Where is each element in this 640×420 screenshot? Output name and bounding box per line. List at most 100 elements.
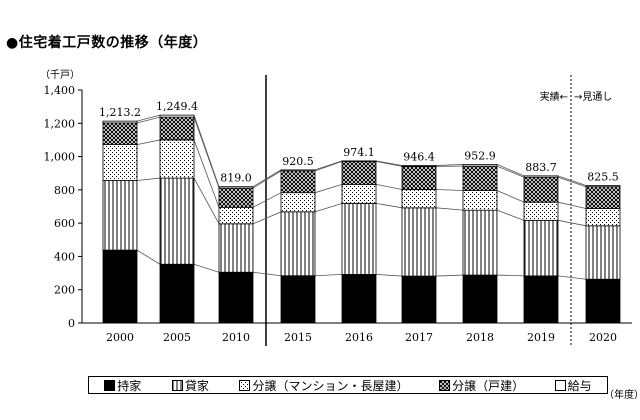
bar-segment-crosshatch <box>218 187 254 208</box>
bar-segment-solid <box>401 275 437 324</box>
connector-line <box>496 274 525 277</box>
bar-segment-dots <box>102 144 138 181</box>
bar-segment-vlines <box>585 225 621 280</box>
legend-label: 分譲（マンション・長屋建） <box>252 378 409 393</box>
legend-swatch <box>554 379 566 391</box>
connector-line <box>252 271 282 277</box>
legend-label: 分譲（戸建） <box>452 378 525 393</box>
bar-segment-white <box>523 175 559 178</box>
chart-title: ●住宅着工戸数の推移（年度） <box>6 35 208 51</box>
connector-line <box>375 183 403 190</box>
connector-line <box>193 114 220 187</box>
bar-segment-solid <box>523 275 559 324</box>
connector-line <box>375 202 403 209</box>
total-label: 920.5 <box>282 155 314 168</box>
connector-line <box>557 175 587 186</box>
bar-segment-dots <box>341 183 377 204</box>
connector-line <box>314 160 343 171</box>
y-tick-label: 600 <box>54 217 75 230</box>
connector-line <box>314 161 343 172</box>
bar-segment-solid <box>585 278 621 324</box>
y-tick-label: 800 <box>54 184 75 197</box>
bar-segment-vlines <box>401 207 437 277</box>
x-axis-unit: （年度） <box>604 390 640 401</box>
bar-segment-crosshatch <box>341 160 377 185</box>
legend-label: 貸家 <box>184 378 209 393</box>
total-label: 974.1 <box>343 146 375 159</box>
connector-line <box>314 183 343 194</box>
bar-segment-white <box>102 120 138 124</box>
legend-label: 持家 <box>117 378 142 393</box>
connector-line <box>557 201 587 209</box>
connector-line <box>435 274 464 277</box>
actual-annotation: 実績← <box>540 90 568 103</box>
connector-line <box>136 249 161 265</box>
total-label: 819.0 <box>220 172 252 185</box>
connector-line <box>375 161 403 167</box>
legend-item: 分譲（マンション・長屋建） <box>239 377 408 394</box>
bar-segment-white <box>401 165 437 167</box>
x-tick-label: 2016 <box>345 331 373 344</box>
connector-line <box>252 169 282 188</box>
connector-line <box>496 165 525 178</box>
total-label: 883.7 <box>525 161 557 174</box>
total-label: 1,249.4 <box>156 100 198 113</box>
bar-segment-crosshatch <box>462 165 498 191</box>
connector-line <box>496 164 525 177</box>
connector-line <box>435 207 464 211</box>
bar-segment-white <box>462 163 498 167</box>
bar-segment-solid <box>280 275 316 324</box>
bar-segment-dots <box>585 208 621 227</box>
bar-segment-dots <box>280 192 316 213</box>
bar-segment-crosshatch <box>102 122 138 145</box>
connector-line <box>496 209 525 221</box>
connector-line <box>375 274 403 277</box>
x-tick-label: 2017 <box>405 331 433 344</box>
total-label: 825.5 <box>587 171 619 184</box>
connector-line <box>435 189 464 191</box>
legend-item: 分譲（戸建） <box>439 377 524 394</box>
y-tick-label: 0 <box>68 317 75 330</box>
bar-segment-crosshatch <box>280 170 316 194</box>
bar-segment-solid <box>341 274 377 324</box>
legend-swatch <box>104 379 116 391</box>
connector-line <box>496 190 525 203</box>
bar-segment-solid <box>159 263 195 324</box>
x-tick-label: 2005 <box>163 331 191 344</box>
legend-label: 給与 <box>567 378 592 393</box>
x-tick-label: 2000 <box>106 331 134 344</box>
y-tick-label: 1,200 <box>44 117 76 130</box>
connector-line <box>193 116 220 189</box>
legend-swatch <box>171 379 183 391</box>
bar-segment-dots <box>159 139 195 179</box>
total-label: 1,213.2 <box>99 106 141 119</box>
connector-line <box>136 116 161 124</box>
bar-segment-solid <box>102 249 138 324</box>
connector-line <box>375 160 403 166</box>
bar-segment-vlines <box>462 209 498 276</box>
x-tick-label: 2010 <box>222 331 250 344</box>
connector-line <box>252 170 282 189</box>
forecast-annotation: →見通し <box>574 91 612 103</box>
connector-line <box>136 114 161 122</box>
bar-segment-white <box>218 186 254 189</box>
connector-line <box>314 202 343 213</box>
bar-segment-vlines <box>523 219 559 277</box>
bar-segment-crosshatch <box>585 186 621 209</box>
connector-line <box>314 274 343 277</box>
legend-swatch <box>439 379 451 391</box>
connector-line <box>557 275 587 280</box>
legend-swatch <box>239 379 251 391</box>
connector-line <box>252 211 282 225</box>
legend-item: 給与 <box>554 377 592 394</box>
connector-line <box>193 263 220 273</box>
bar-segment-dots <box>401 189 437 209</box>
y-tick-label: 1,000 <box>44 151 76 164</box>
bar-segment-solid <box>218 271 254 324</box>
connector-line <box>193 139 220 208</box>
bar-segment-solid <box>462 274 498 324</box>
bar-segment-vlines <box>280 211 316 277</box>
bar-segment-crosshatch <box>401 165 437 190</box>
x-tick-label: 2020 <box>589 331 617 344</box>
